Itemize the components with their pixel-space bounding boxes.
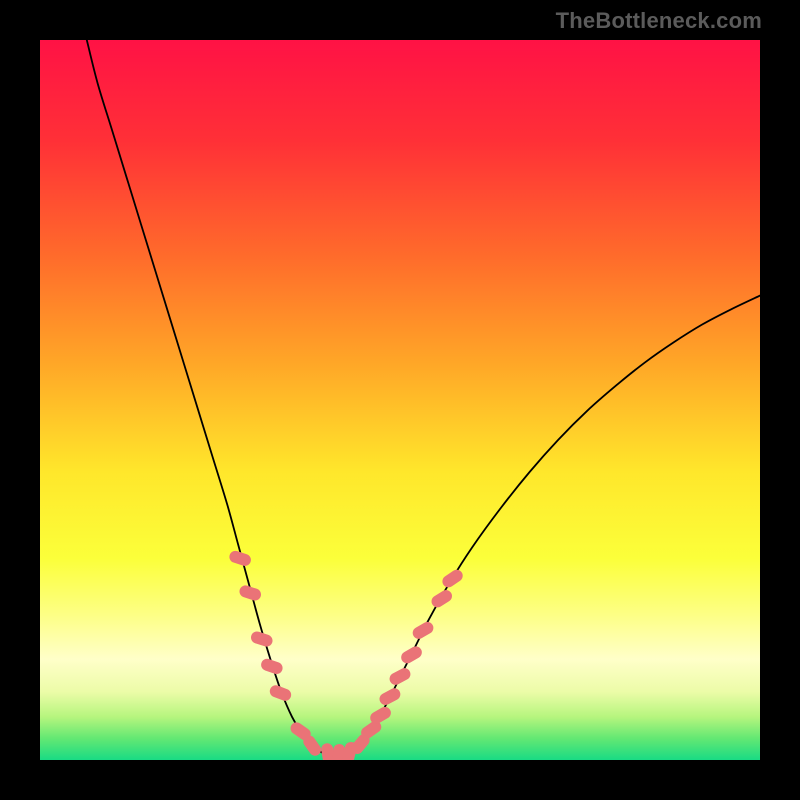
- chart-frame: TheBottleneck.com: [0, 0, 800, 800]
- watermark-text: TheBottleneck.com: [556, 8, 762, 34]
- plot-area: [40, 40, 760, 760]
- gradient-background: [40, 40, 760, 760]
- chart-svg: [40, 40, 760, 760]
